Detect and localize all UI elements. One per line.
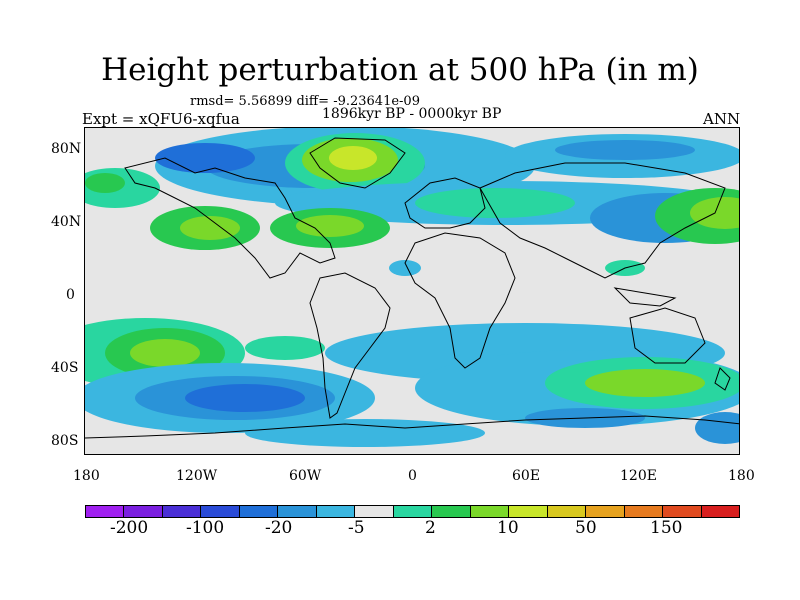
plot-title: Height perturbation at 500 hPa (in m) bbox=[101, 52, 699, 88]
coastline bbox=[613, 287, 677, 307]
lat-label-equator: 0 bbox=[66, 287, 75, 303]
colorbar-label: -100 bbox=[186, 518, 225, 538]
field-region bbox=[329, 146, 377, 170]
lat-label-80n: 80N bbox=[51, 141, 82, 157]
lat-label-80s: 80S bbox=[51, 433, 79, 449]
field-region bbox=[245, 336, 325, 360]
colorbar-label: 2 bbox=[425, 518, 436, 538]
colorbar-box bbox=[509, 506, 548, 517]
colorbar-label: 10 bbox=[497, 518, 519, 538]
period-text: 1896kyr BP - 0000kyr BP bbox=[322, 106, 502, 122]
field-region bbox=[180, 216, 240, 240]
colorbar-box bbox=[239, 506, 279, 517]
colorbar-box bbox=[393, 506, 433, 517]
lon-label-0: 0 bbox=[408, 468, 417, 484]
colorbar-box bbox=[470, 506, 510, 517]
colorbar-box bbox=[663, 506, 702, 517]
coastline bbox=[85, 415, 739, 439]
lon-label-120w: 120W bbox=[176, 468, 218, 484]
season-label: ANN bbox=[703, 110, 741, 128]
lat-label-40s: 40S bbox=[51, 360, 79, 376]
colorbar-label: -200 bbox=[110, 518, 149, 538]
lat-label-40n: 40N bbox=[51, 214, 82, 230]
height-field-layer bbox=[85, 128, 739, 447]
colorbar-box bbox=[547, 506, 587, 517]
colorbar-box bbox=[432, 506, 471, 517]
coastline bbox=[404, 177, 486, 229]
field-region bbox=[415, 188, 575, 218]
colorbar-box bbox=[162, 506, 202, 517]
colorbar-box bbox=[586, 506, 625, 517]
colorbar-box bbox=[701, 506, 739, 517]
coastline bbox=[124, 157, 336, 279]
lon-label-180e: 180 bbox=[728, 468, 755, 484]
colorbar-box bbox=[124, 506, 163, 517]
field-region bbox=[245, 419, 485, 447]
lon-label-60e: 60E bbox=[512, 468, 541, 484]
colorbar-box bbox=[201, 506, 240, 517]
field-region bbox=[85, 173, 125, 193]
coastline bbox=[629, 307, 706, 364]
colorbar-label: -5 bbox=[348, 518, 365, 538]
colorbar-box bbox=[316, 506, 356, 517]
lon-label-60w: 60W bbox=[289, 468, 322, 484]
field-region bbox=[185, 384, 305, 412]
colorbar-box bbox=[355, 506, 394, 517]
colorbar-box bbox=[86, 506, 125, 517]
experiment-label: Expt = xQFU6-xqfua bbox=[82, 110, 240, 128]
coastline bbox=[309, 137, 406, 189]
colorbar-label: -20 bbox=[265, 518, 293, 538]
colorbar bbox=[85, 505, 740, 518]
coastline-layer bbox=[85, 137, 739, 439]
coastline bbox=[404, 232, 516, 369]
colorbar-box bbox=[278, 506, 317, 517]
coastline bbox=[479, 162, 726, 279]
field-region bbox=[389, 260, 421, 276]
field-region bbox=[130, 339, 200, 367]
field-region bbox=[695, 412, 739, 444]
field-region bbox=[296, 215, 364, 237]
field-region bbox=[155, 143, 255, 173]
lon-label-120e: 120E bbox=[620, 468, 657, 484]
map-svg bbox=[85, 128, 739, 447]
map-plot-area bbox=[84, 127, 740, 455]
coastline bbox=[714, 367, 731, 391]
field-region bbox=[555, 140, 695, 160]
coastline bbox=[309, 272, 391, 419]
colorbar-label: 50 bbox=[575, 518, 597, 538]
field-region bbox=[585, 369, 705, 397]
stats-text: rmsd= 5.56899 diff= -9.23641e-09 bbox=[190, 94, 420, 109]
colorbar-label: 150 bbox=[650, 518, 683, 538]
colorbar-box bbox=[624, 506, 664, 517]
lon-label-180w: 180 bbox=[73, 468, 100, 484]
